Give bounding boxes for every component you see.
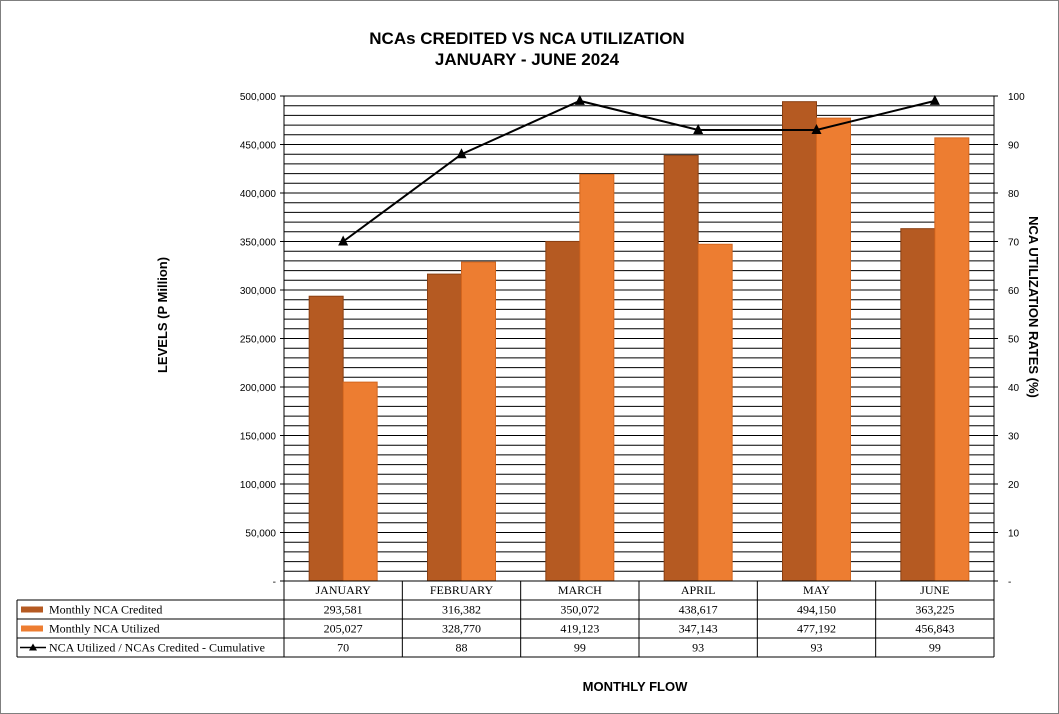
data-label: 93 [692,641,704,655]
utilization-rate-point [574,94,585,105]
bar-credited [900,228,936,582]
chart-subtitle: JANUARY - JUNE 2024 [435,50,620,69]
legend-swatch [21,606,43,613]
category-label: JUNE [920,583,949,597]
chart-title: NCAs CREDITED VS NCA UTILIZATION [369,29,684,48]
y-tick-label: 250,000 [240,335,277,346]
y2-axis-title: NCA UTILIZATION RATES (%) [1026,216,1041,398]
utilization-rate-point [929,94,940,105]
utilization-rate-line [342,99,936,243]
data-label: 316,382 [442,603,481,617]
bar-credited [782,101,817,582]
legend-label: NCA Utilized / NCAs Credited - Cumulativ… [49,641,265,655]
y-tick-label: 100,000 [240,480,277,491]
utilization-rate-point [338,235,349,246]
data-label: 70 [337,641,349,655]
data-label: 456,843 [915,622,954,636]
bar-utilized [697,243,733,582]
category-label: FEBRUARY [430,583,494,597]
data-label: 477,192 [797,622,836,636]
y2-tick-label: - [1008,577,1011,588]
legend-swatch [21,625,43,632]
y2-tick-label: 90 [1008,141,1020,152]
y-tick-label: 400,000 [240,189,277,200]
y2-tick-label: 30 [1008,432,1020,443]
y-tick-label: 500,000 [240,92,277,103]
x-axis-title: MONTHLY FLOW [583,679,688,694]
bar-credited [308,295,344,582]
category-label: MAY [803,583,830,597]
bar-credited [663,155,699,582]
y-tick-label: 200,000 [240,383,277,394]
y2-tick-label: 60 [1008,286,1020,297]
data-label: 347,143 [679,622,718,636]
bar-utilized [342,381,378,582]
data-label: 293,581 [324,603,363,617]
bar-credited [545,240,581,582]
y-tick-label: 300,000 [240,286,277,297]
y-axis-title: LEVELS (P Million) [155,257,170,373]
y-tick-label: 450,000 [240,141,277,152]
data-label: 363,225 [915,603,954,617]
data-label: 494,150 [797,603,836,617]
y2-tick-label: 20 [1008,480,1020,491]
legend-marker [29,643,37,651]
utilization-rate-point [811,123,822,134]
data-label: 328,770 [442,622,481,636]
y-tick-label: 350,000 [240,238,277,249]
bar-utilized [816,117,851,582]
category-label: MARCH [558,583,602,597]
y-tick-label: - [273,577,276,588]
data-label: 350,072 [560,603,599,617]
data-label: 419,123 [560,622,599,636]
data-label: 99 [929,641,941,655]
y2-tick-label: 100 [1008,92,1025,103]
category-label: JANUARY [315,583,371,597]
data-label: 438,617 [679,603,718,617]
y2-tick-label: 50 [1008,335,1020,346]
y2-tick-label: 10 [1008,529,1020,540]
bar-utilized [461,261,496,582]
legend-label: Monthly NCA Credited [49,603,162,617]
y-tick-label: 150,000 [240,432,277,443]
bar-utilized [934,137,970,582]
data-label: 205,027 [324,622,363,636]
bar-credited [427,273,462,582]
utilization-rate-point [693,123,704,134]
legend-label: Monthly NCA Utilized [49,622,160,636]
y-tick-label: 50,000 [245,529,276,540]
data-label: 99 [574,641,586,655]
data-label: 88 [456,641,468,655]
plot-layer: - 50,000 100,000 150,000 200,000 250,000 300,0… [16,92,1025,658]
y2-tick-label: 70 [1008,238,1020,249]
category-label: APRIL [681,583,716,597]
data-label: 93 [811,641,823,655]
utilization-rate-point [456,148,467,159]
y2-tick-label: 80 [1008,189,1020,200]
y2-tick-label: 40 [1008,383,1020,394]
bar-utilized [579,173,615,582]
